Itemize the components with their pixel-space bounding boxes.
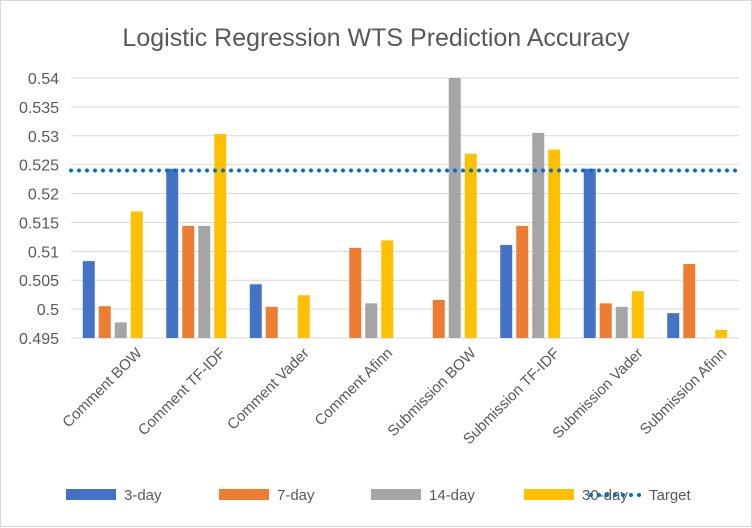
x-tick-label: Comment BOW: [59, 344, 146, 431]
bar-3-day-2: [249, 284, 262, 338]
legend-swatch-30-day: [524, 489, 574, 500]
y-tick-label: 0.535: [19, 100, 59, 117]
bars: [82, 78, 728, 338]
y-tick-label: 0.52: [28, 187, 59, 204]
x-tick-label: Submission Vader: [549, 345, 646, 442]
x-tick-label: Comment TF-IDF: [135, 345, 229, 439]
bar-30-day-1: [214, 134, 227, 338]
bar-14-day-5: [532, 132, 545, 338]
y-tick-label: 0.515: [19, 215, 59, 232]
y-tick-label: 0.525: [19, 158, 59, 175]
legend-label: 7-day: [277, 487, 315, 504]
bar-7-day-1: [182, 225, 195, 338]
bar-30-day-7: [715, 329, 728, 338]
bar-30-day-0: [130, 211, 143, 338]
bar-3-day-7: [667, 313, 680, 338]
x-tick-label: Comment Vader: [224, 345, 312, 433]
x-tick-label: Comment Afinn: [312, 345, 397, 430]
bar-3-day-1: [166, 168, 179, 338]
legend-swatch-14-day: [371, 489, 421, 500]
bar-3-day-5: [500, 244, 513, 338]
bar-7-day-7: [683, 264, 696, 338]
bar-30-day-2: [297, 295, 310, 338]
bar-30-day-4: [464, 153, 477, 338]
bar-30-day-6: [631, 291, 644, 338]
legend-swatch-3-day: [66, 489, 116, 500]
bar-30-day-5: [548, 149, 561, 338]
bar-14-day-6: [615, 306, 628, 338]
y-tick-label: 0.51: [28, 244, 59, 261]
bar-14-day-4: [448, 78, 461, 338]
bar-14-day-0: [114, 322, 127, 338]
x-tick-label: Submission BOW: [384, 344, 480, 440]
bar-3-day-0: [82, 261, 95, 338]
legend-label: 3-day: [124, 487, 162, 504]
y-axis-ticks: 0.495 0.5 0.505 0.51 0.515 0.52 0.525 0.53 0.535…: [19, 71, 59, 348]
legend-label: 14-day: [429, 487, 475, 504]
bar-7-day-3: [349, 247, 362, 338]
bar-7-day-5: [516, 225, 529, 338]
y-tick-label: 0.5: [37, 302, 59, 319]
legend: 3-day 7-day 14-day 30-day Target: [66, 487, 692, 504]
legend-label: Target: [649, 487, 692, 504]
y-tick-label: 0.54: [28, 71, 59, 88]
bar-7-day-0: [98, 306, 111, 338]
bar-7-day-2: [265, 306, 278, 338]
bar-7-day-6: [599, 303, 612, 338]
y-tick-label: 0.505: [19, 273, 59, 290]
x-tick-label: Submission Afinn: [637, 345, 730, 438]
legend-swatch-7-day: [219, 489, 269, 500]
bar-14-day-1: [198, 225, 211, 338]
bar-3-day-6: [583, 168, 596, 338]
bar-30-day-3: [381, 240, 394, 338]
bar-7-day-4: [432, 299, 445, 338]
y-tick-label: 0.53: [28, 129, 59, 146]
bar-14-day-3: [365, 303, 378, 338]
chart-title: Logistic Regression WTS Prediction Accur…: [122, 24, 630, 52]
y-tick-label: 0.495: [19, 331, 59, 348]
